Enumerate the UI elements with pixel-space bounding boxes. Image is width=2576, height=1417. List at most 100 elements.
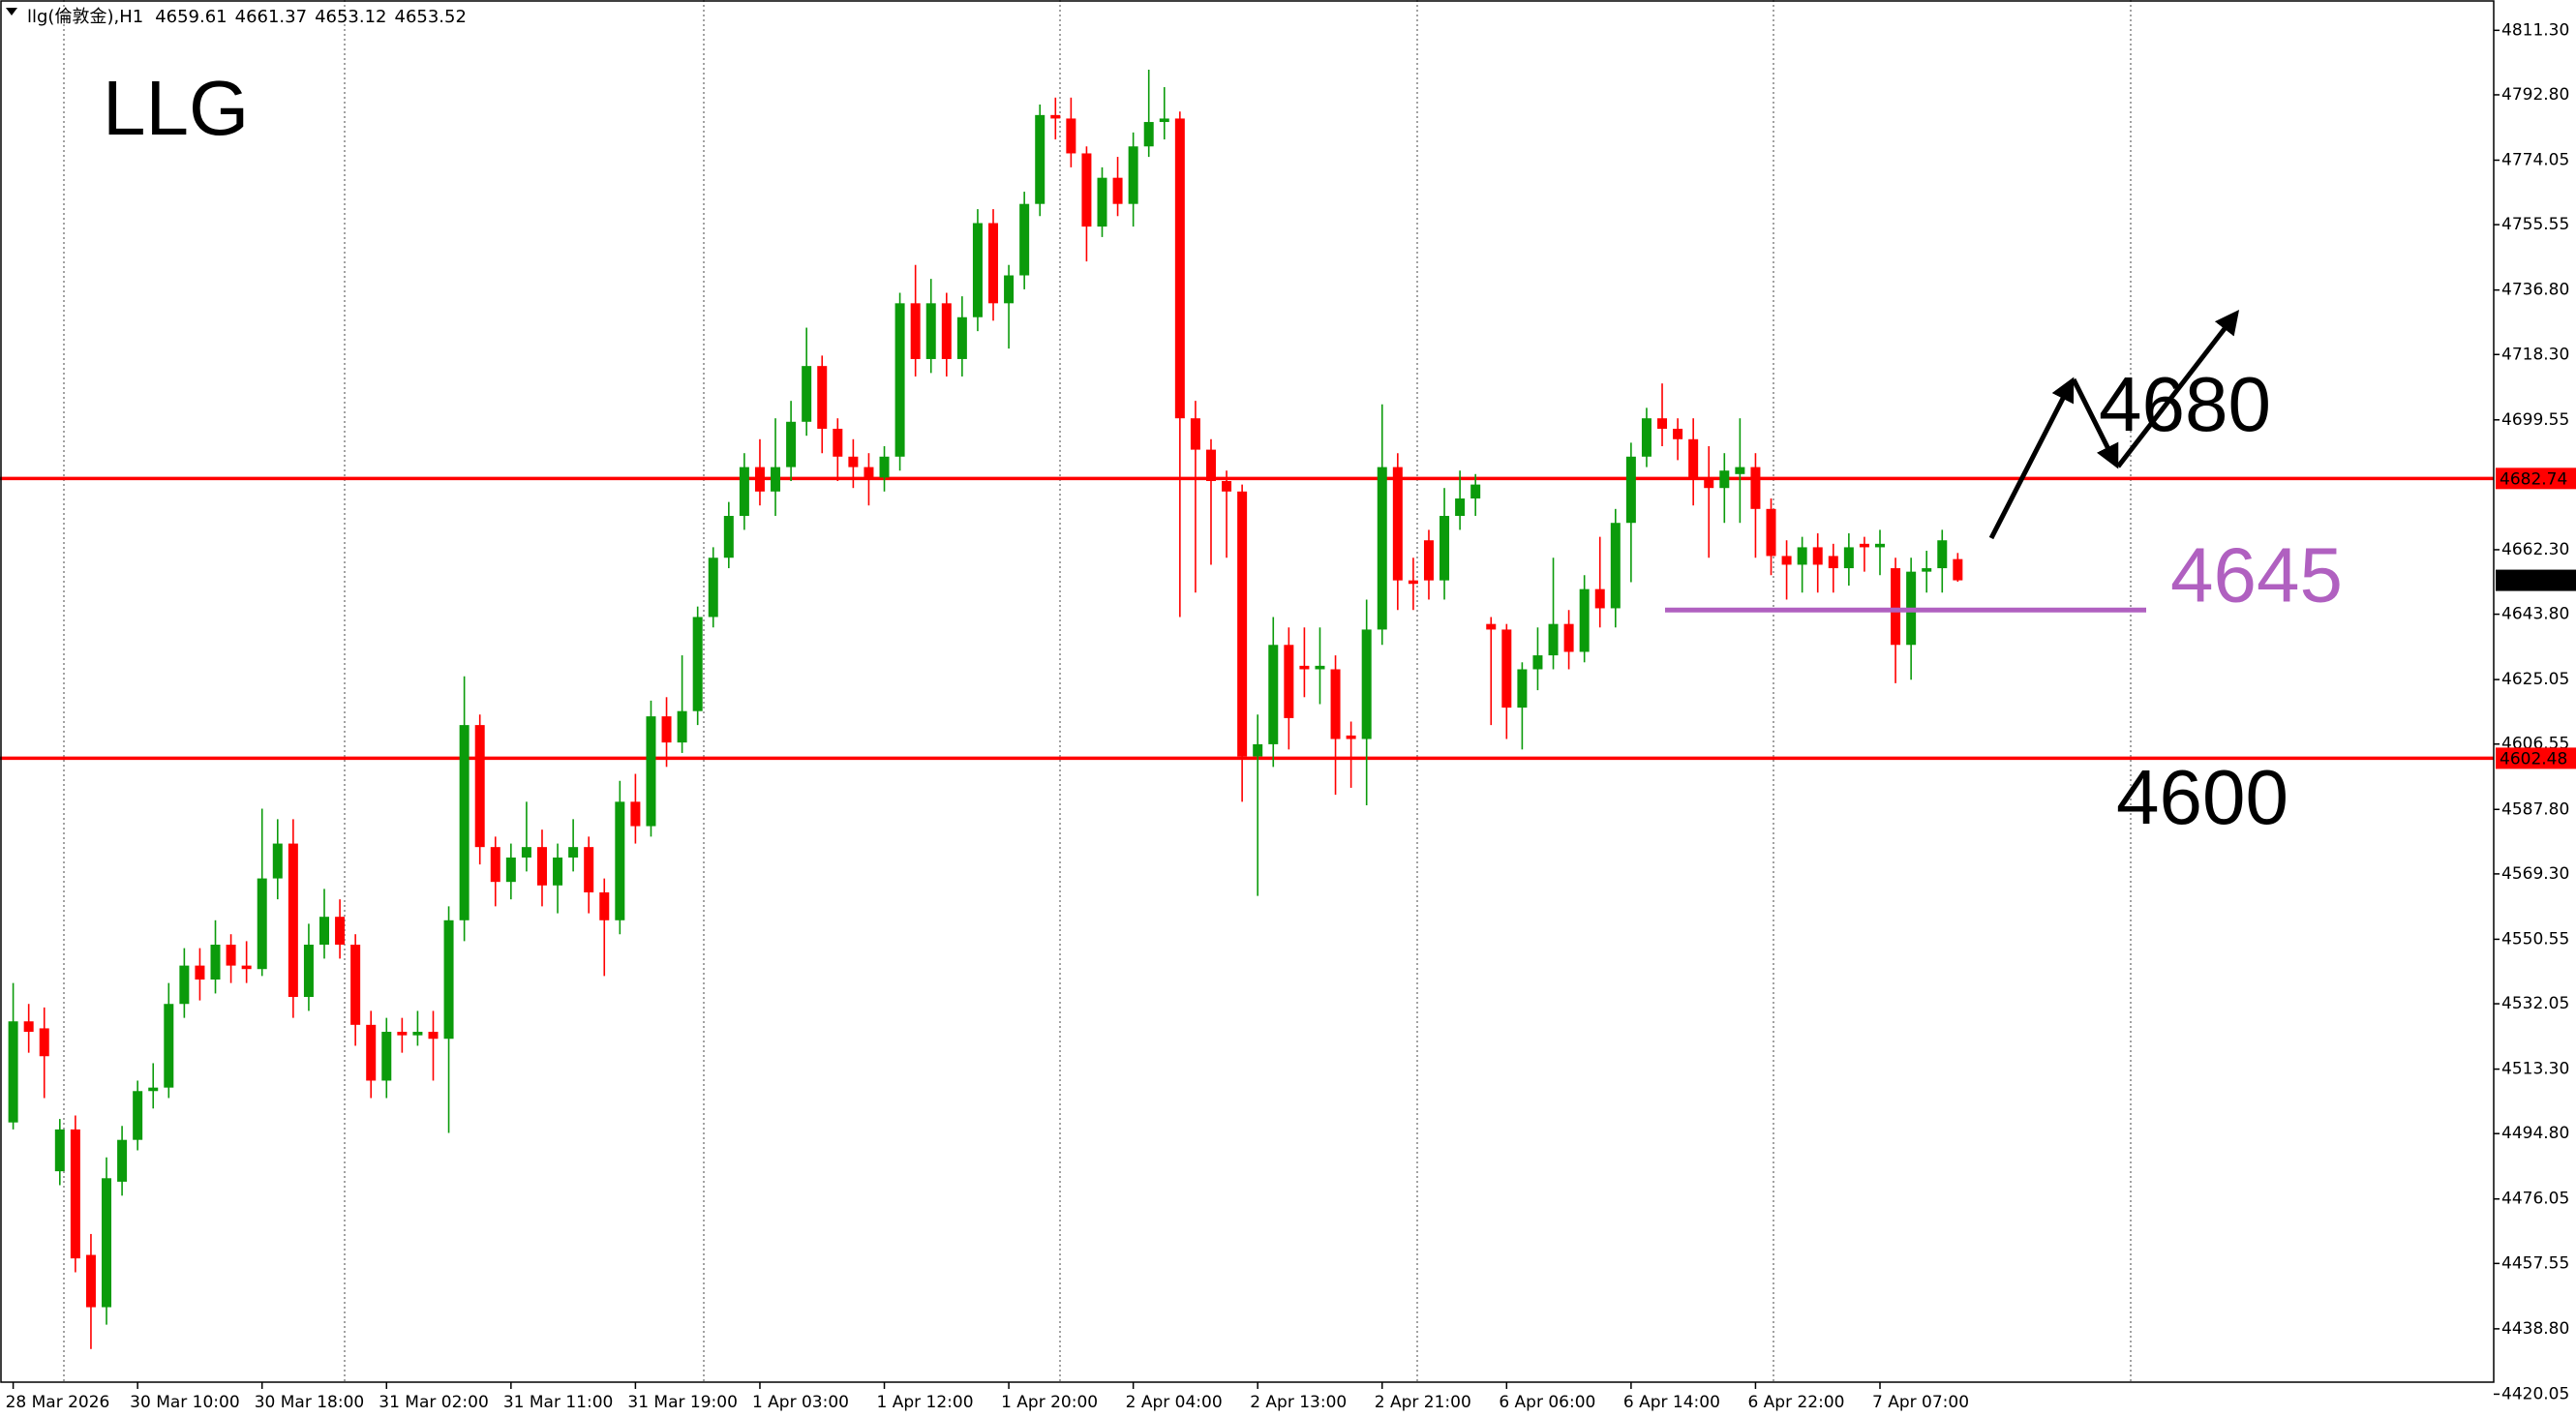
candle-body (241, 965, 252, 970)
candle-body (1268, 645, 1279, 744)
candle-body (630, 801, 641, 827)
chart-title: LLG (103, 65, 249, 151)
arrow (2116, 310, 2240, 468)
candle-body (894, 303, 905, 457)
candle-body (1112, 177, 1123, 204)
candle-body (553, 857, 563, 886)
y-tick-label: 4643.80 (2501, 605, 2569, 624)
candle-body (1237, 491, 1248, 757)
x-tick-label: 2 Apr 13:00 (1250, 1393, 1347, 1412)
candle-body (771, 467, 781, 492)
candle-body (319, 917, 329, 946)
y-tick-label: 4513.30 (2501, 1060, 2569, 1079)
candle-body (1284, 645, 1294, 718)
candle-body (1953, 558, 1963, 581)
x-tick-label: 31 Mar 11:00 (503, 1393, 614, 1412)
y-tick-label: 4457.55 (2501, 1253, 2569, 1273)
price-label: 4653.52 (2500, 572, 2567, 591)
candle-body (1501, 629, 1512, 708)
candle-body (397, 1032, 408, 1036)
x-tick-label: 28 Mar 2026 (6, 1393, 110, 1412)
candle-body (754, 467, 765, 492)
candle-body (303, 945, 314, 998)
candle-body (102, 1178, 112, 1308)
candle-body (505, 857, 516, 883)
candle-body (879, 456, 890, 478)
arrow (2071, 377, 2119, 469)
candle-body (195, 965, 205, 980)
level-label: 4602.48 (2500, 749, 2567, 769)
candle-body (802, 366, 812, 422)
y-tick-label: 4550.55 (2501, 929, 2569, 949)
arrows (1988, 310, 2240, 540)
candle-body (941, 303, 952, 359)
candle-body (257, 878, 267, 970)
candle-body (1517, 669, 1528, 708)
candle-body (599, 891, 610, 920)
candle-body (490, 847, 500, 883)
candle-body (1579, 588, 1590, 652)
candle-body (23, 1021, 34, 1033)
candle-body (584, 847, 594, 892)
arrow (1988, 377, 2075, 540)
candle-body (1766, 508, 1776, 557)
candle-body (1610, 523, 1621, 609)
candle-body (1859, 543, 1869, 548)
candle-body (677, 710, 687, 743)
y-tick-label: 4755.55 (2501, 215, 2569, 234)
menu-arrow[interactable] (6, 8, 17, 15)
annotation: 4680 (2099, 361, 2271, 447)
header-open: 4659.61 (155, 7, 227, 27)
candle-body (70, 1129, 80, 1259)
candle-body (1625, 456, 1636, 524)
y-tick-label: 4420.05 (2501, 1384, 2569, 1403)
candle-body (817, 366, 828, 429)
y-tick-label: 4438.80 (2501, 1319, 2569, 1339)
candle-body (1205, 449, 1216, 482)
y-tick-label: 4587.80 (2501, 799, 2569, 819)
level-label: 4682.74 (2500, 469, 2567, 489)
candle-body (1392, 467, 1403, 581)
candle-body (1253, 743, 1263, 757)
candle-body (833, 428, 843, 457)
y-tick-label: 4625.05 (2501, 670, 2569, 689)
candle-body (568, 847, 579, 858)
candle-body (723, 516, 734, 558)
candle-body (1735, 467, 1745, 474)
y-tick-label: 4699.55 (2501, 410, 2569, 430)
candle-body (1937, 540, 1948, 569)
candle-body (925, 303, 936, 359)
annotation: 4600 (2116, 754, 2288, 840)
x-tick-label: 31 Mar 19:00 (627, 1393, 738, 1412)
x-tick-label: 6 Apr 14:00 (1623, 1393, 1720, 1412)
candle-body (661, 716, 672, 743)
candle-body (1641, 418, 1652, 457)
candle-body (1035, 114, 1046, 204)
candle-body (1455, 498, 1466, 517)
y-tick-label: 4736.80 (2501, 281, 2569, 300)
x-tick-label: 30 Mar 10:00 (130, 1393, 240, 1412)
candle-body (708, 558, 718, 618)
x-tick-label: 2 Apr 21:00 (1375, 1393, 1471, 1412)
candle-body (85, 1254, 96, 1308)
candle-body (350, 945, 361, 1025)
y-tick-label: 4718.30 (2501, 345, 2569, 364)
candle-body (536, 847, 547, 886)
candle-body (1004, 275, 1015, 304)
y-tick-label: 4811.30 (2501, 20, 2569, 40)
candle-body (1563, 623, 1574, 652)
candle-body (910, 303, 921, 359)
candle-body (1922, 568, 1932, 572)
candle-body (1704, 477, 1714, 489)
candle-body (54, 1129, 65, 1172)
header: llg(倫敦金),H1 4659.61 4661.37 4653.12 4653.52 (27, 7, 467, 27)
y-tick-label: 4476.05 (2501, 1190, 2569, 1209)
candle-body (1673, 428, 1683, 439)
candle-body (179, 965, 190, 1005)
x-tick-label: 1 Apr 20:00 (1001, 1393, 1098, 1412)
candle-body (739, 467, 749, 517)
x-tick-label: 30 Mar 18:00 (255, 1393, 365, 1412)
x-tick-label: 6 Apr 06:00 (1499, 1393, 1595, 1412)
